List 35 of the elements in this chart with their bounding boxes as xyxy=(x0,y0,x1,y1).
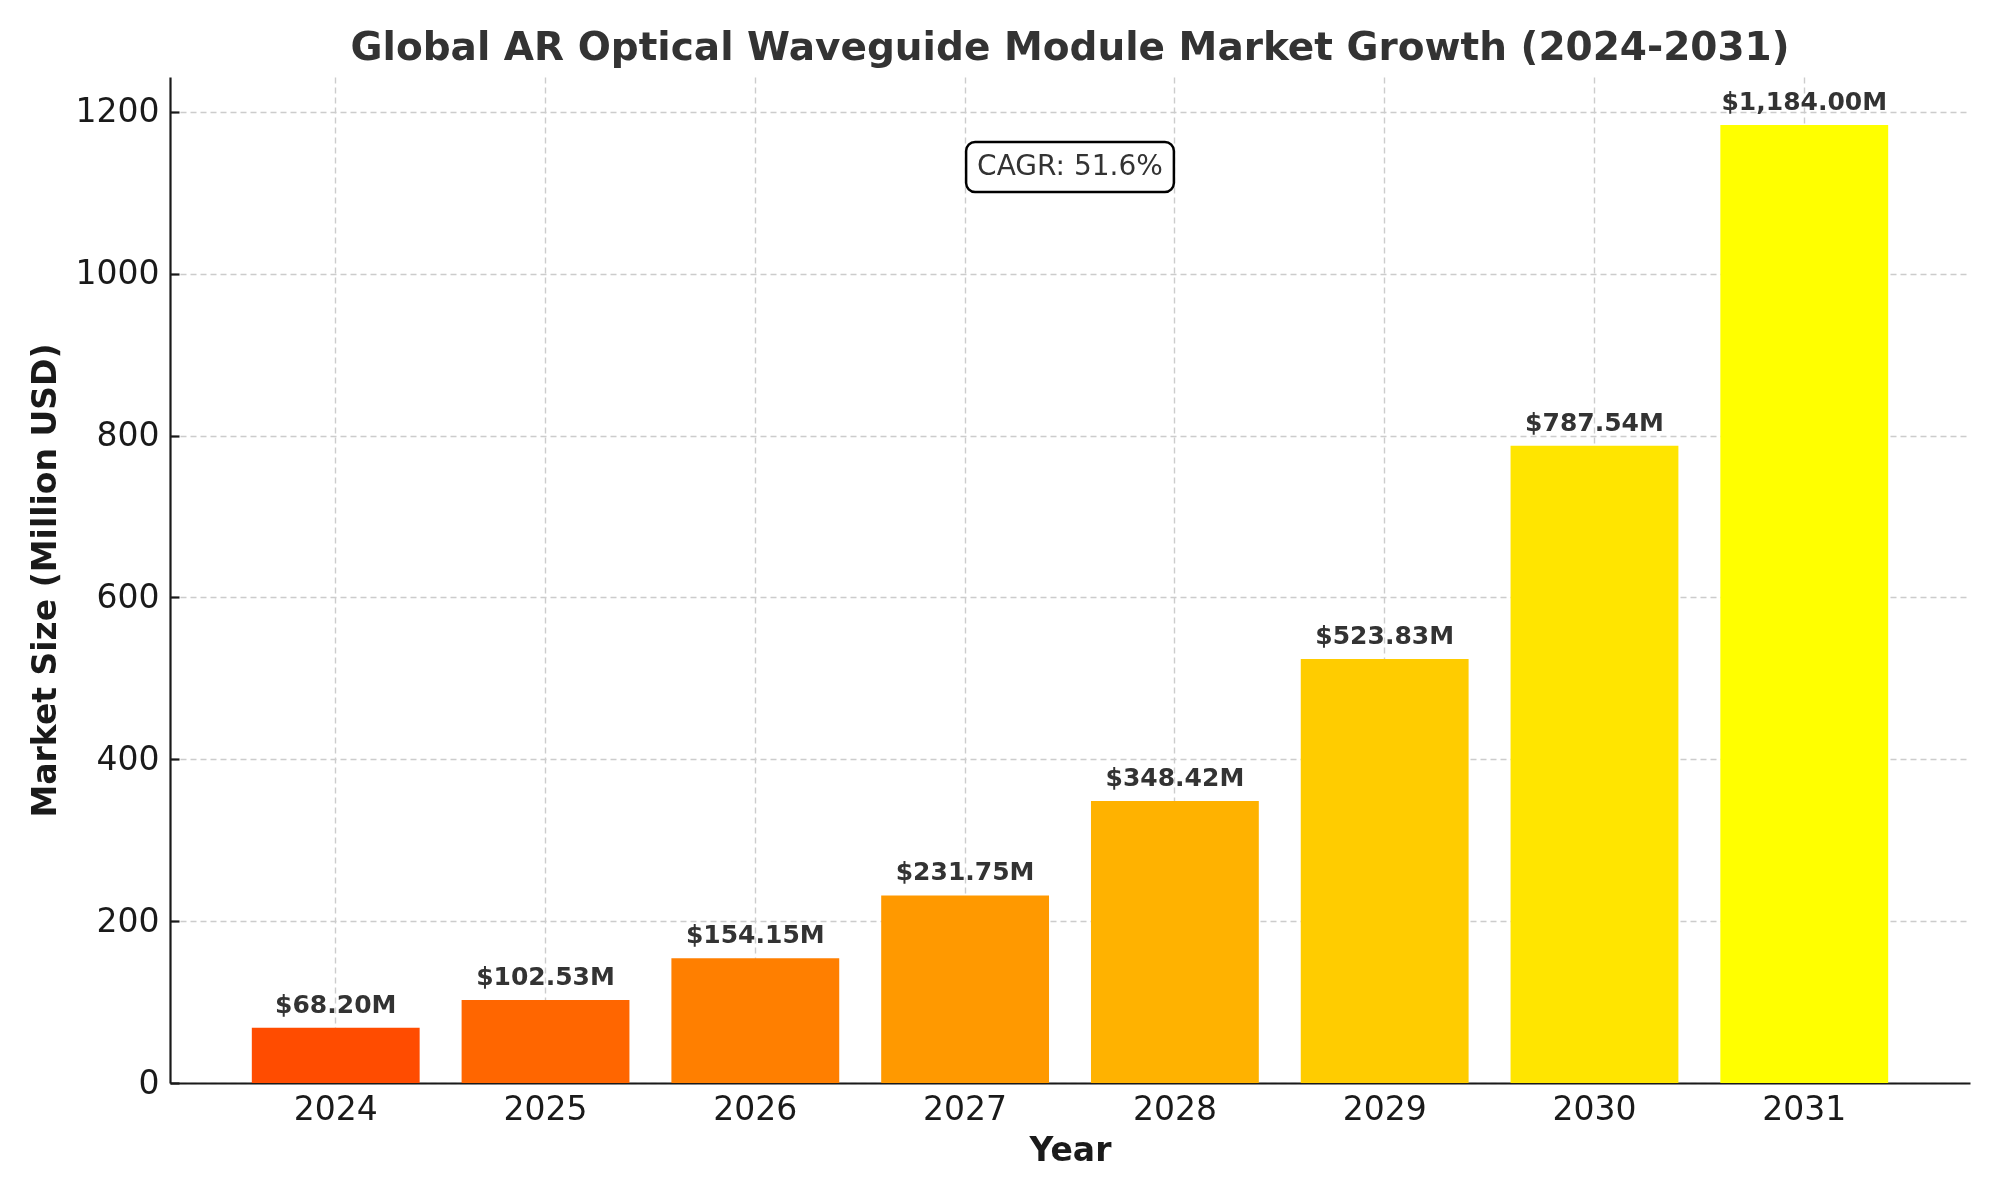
x-axis-title: Year xyxy=(1028,1129,1113,1169)
x-tick-label: 2029 xyxy=(1342,1088,1427,1128)
y-tick-label: 400 xyxy=(96,738,160,778)
data-label: $1,184.00M xyxy=(1721,86,1888,116)
bar xyxy=(461,1000,630,1083)
y-tick-label: 1200 xyxy=(75,91,160,131)
y-tick-label: 800 xyxy=(96,415,160,455)
data-label: $231.75M xyxy=(895,857,1035,887)
y-tick-label: 200 xyxy=(96,900,160,940)
y-tick-label: 600 xyxy=(96,576,160,616)
bar xyxy=(1090,801,1259,1083)
bar xyxy=(671,958,840,1083)
x-tick-label: 2027 xyxy=(923,1088,1008,1128)
chart-title: Global AR Optical Waveguide Module Market Growth (2024-2031) xyxy=(350,24,1790,69)
data-label: $348.42M xyxy=(1105,763,1245,793)
x-tick-label: 2024 xyxy=(293,1088,378,1128)
y-tick-label: 1000 xyxy=(75,253,160,293)
data-label: $787.54M xyxy=(1525,407,1664,437)
data-label: $68.20M xyxy=(275,989,397,1019)
bar xyxy=(1510,445,1679,1083)
bar xyxy=(1300,659,1469,1083)
x-tick-label: 2026 xyxy=(713,1088,798,1128)
x-tick-label: 2031 xyxy=(1762,1088,1847,1128)
annotation: CAGR: 51.6% xyxy=(977,149,1163,182)
bar xyxy=(881,895,1050,1083)
bar xyxy=(251,1027,420,1083)
bar xyxy=(1720,124,1889,1083)
x-tick-label: 2030 xyxy=(1552,1088,1637,1128)
data-label: $523.83M xyxy=(1315,621,1455,651)
y-axis-title: Market Size (Million USD) xyxy=(24,343,64,818)
x-tick-label: 2028 xyxy=(1132,1088,1217,1128)
data-label: $154.15M xyxy=(685,920,825,950)
y-tick-label: 0 xyxy=(138,1062,160,1102)
data-label: $102.53M xyxy=(476,962,615,992)
x-tick-label: 2025 xyxy=(503,1088,588,1128)
